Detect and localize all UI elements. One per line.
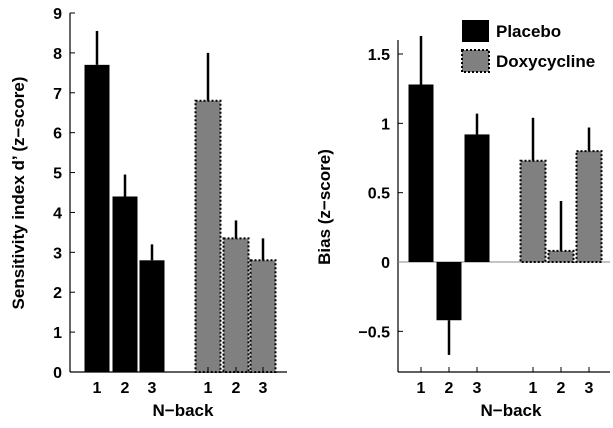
bar-placebo [112,196,138,372]
y-tick-label: 0 [53,365,62,382]
legend-label: Doxycycline [496,52,595,71]
y-tick-label: 9 [53,6,62,23]
x-tick-label: 3 [473,380,482,397]
legend-swatch [462,20,489,42]
bar-doxycycline [547,249,575,263]
bias-chart: −0.5 0 0.5 1 1.5 1 2 3 1 2 3 N−back Bias (z−score) Pl… [315,20,610,420]
y-tick-label: 0.5 [368,186,390,203]
x-tick-label: 2 [121,380,130,397]
bar-placebo [408,84,434,262]
y-tick-label: 0 [381,255,390,272]
y-tick-label: 5 [53,166,62,183]
x-axis-label: N−back [481,401,542,420]
bar-placebo [84,64,110,372]
bar-placebo [436,262,462,321]
legend-swatch [461,49,490,73]
x-tick-label: 3 [585,380,594,397]
y-tick-label: −0.5 [358,324,390,341]
bar-doxycycline [249,259,277,373]
bar-doxycycline [222,237,250,373]
bar-placebo [139,260,165,372]
bar-placebo [464,134,490,262]
y-tick-label: 8 [53,46,62,63]
x-axis-label: N−back [153,401,214,420]
sensitivity-chart: 0 1 2 3 4 5 6 7 8 9 1 2 3 1 2 3 N−back Sensitivity index … [9,6,287,420]
y-tick-label: 1 [381,116,390,133]
x-tick-label: 1 [529,380,538,397]
x-tick-label: 3 [259,380,268,397]
y-axis-label: Bias (z−score) [315,149,334,265]
y-tick-label: 3 [53,245,62,262]
x-tick-label: 1 [93,380,102,397]
y-tick-label: 2 [53,285,62,302]
x-tick-label: 2 [557,380,566,397]
x-tick-label: 1 [417,380,426,397]
y-tick-label: 1 [53,325,62,342]
y-tick-label: 1.5 [368,47,390,64]
x-tick-label: 2 [445,380,454,397]
bar-doxycycline [575,150,603,263]
legend-label: Placebo [496,22,561,41]
x-tick-label: 3 [148,380,157,397]
bar-doxycycline [519,159,547,263]
y-tick-label: 4 [53,205,62,222]
x-tick-label: 2 [232,380,241,397]
y-axis-label: Sensitivity index d’ (z−score) [9,77,28,310]
y-tick-label: 7 [53,86,62,103]
bar-doxycycline [194,99,222,373]
y-tick-label: 6 [53,126,62,143]
x-tick-label: 1 [204,380,213,397]
legend: Placebo Doxycycline [461,20,595,73]
